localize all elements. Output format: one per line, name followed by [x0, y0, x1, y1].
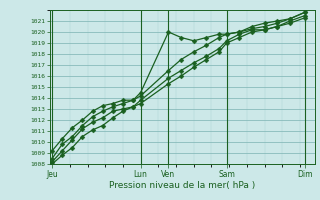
X-axis label: Pression niveau de la mer( hPa ): Pression niveau de la mer( hPa ): [109, 181, 256, 190]
